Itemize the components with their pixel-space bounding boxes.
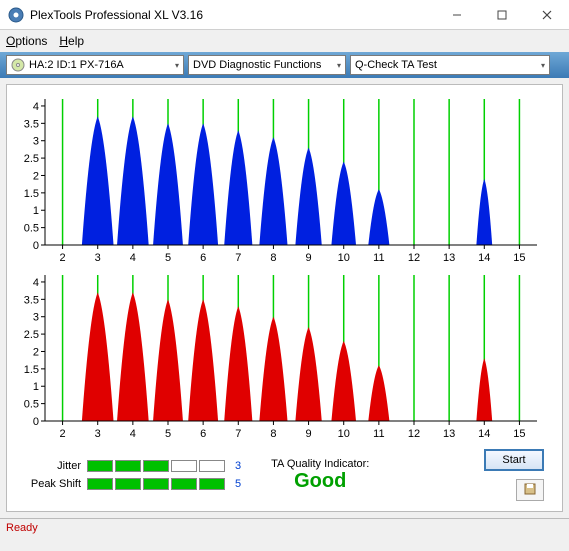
svg-text:3: 3: [95, 428, 101, 440]
svg-text:2: 2: [60, 252, 66, 264]
svg-text:6: 6: [200, 428, 206, 440]
svg-text:3: 3: [95, 252, 101, 264]
svg-text:4: 4: [33, 101, 39, 113]
minimize-button[interactable]: [434, 0, 479, 30]
meter-segment: [143, 478, 169, 490]
meter-segment: [199, 478, 225, 490]
svg-text:7: 7: [235, 428, 241, 440]
meter-segment: [199, 460, 225, 472]
quality-value: Good: [294, 470, 346, 493]
svg-text:9: 9: [306, 428, 312, 440]
meter-segment: [115, 478, 141, 490]
svg-text:0: 0: [33, 416, 39, 428]
statusbar: Ready: [0, 518, 569, 536]
svg-text:15: 15: [513, 428, 525, 440]
peak-label: Peak Shift: [25, 478, 81, 490]
maximize-button[interactable]: [479, 0, 524, 30]
window-title: PlexTools Professional XL V3.16: [30, 8, 434, 22]
svg-text:3.5: 3.5: [24, 118, 39, 130]
svg-text:0.5: 0.5: [24, 399, 39, 411]
svg-text:1: 1: [33, 381, 39, 393]
svg-text:14: 14: [478, 252, 490, 264]
svg-text:13: 13: [443, 428, 455, 440]
jitter-label: Jitter: [25, 460, 81, 472]
svg-text:2: 2: [33, 346, 39, 358]
svg-text:4: 4: [130, 252, 136, 264]
svg-text:1.5: 1.5: [24, 188, 39, 200]
function-select-label: DVD Diagnostic Functions: [193, 59, 321, 71]
svg-text:12: 12: [408, 252, 420, 264]
menu-help[interactable]: HHelpelp: [59, 34, 84, 48]
function-select[interactable]: DVD Diagnostic Functions ▾: [188, 55, 346, 75]
jitter-meter: [87, 460, 225, 472]
menu-options[interactable]: OOptionsptions: [6, 34, 47, 48]
svg-text:13: 13: [443, 252, 455, 264]
svg-text:3: 3: [33, 312, 39, 324]
app-icon: [8, 7, 24, 23]
meter-segment: [87, 460, 113, 472]
start-button[interactable]: Start: [484, 449, 544, 471]
svg-text:1.5: 1.5: [24, 364, 39, 376]
bottom-chart: 0 0.5 1 1.5 2 2.5 3 3.5 4 2 3 4 5 6 7 8 9 10 11 12 13 14 15: [15, 269, 554, 441]
svg-text:2.5: 2.5: [24, 153, 39, 165]
drive-select-label: HA:2 ID:1 PX-716A: [29, 59, 124, 71]
close-button[interactable]: [524, 0, 569, 30]
svg-text:7: 7: [235, 252, 241, 264]
svg-text:4: 4: [33, 277, 39, 289]
button-section: Start: [484, 449, 544, 501]
svg-text:0: 0: [33, 240, 39, 252]
svg-text:5: 5: [165, 428, 171, 440]
svg-text:14: 14: [478, 428, 490, 440]
chevron-down-icon: ▾: [541, 61, 545, 70]
svg-text:5: 5: [165, 252, 171, 264]
svg-text:10: 10: [338, 252, 350, 264]
menubar: OOptionsptions HHelpelp: [0, 30, 569, 52]
jitter-row: Jitter 3: [25, 460, 241, 472]
titlebar: PlexTools Professional XL V3.16: [0, 0, 569, 30]
svg-text:3: 3: [33, 136, 39, 148]
quality-label: TA Quality Indicator:: [271, 458, 369, 470]
peak-meter: [87, 478, 225, 490]
meter-segment: [115, 460, 141, 472]
disc-icon: [11, 58, 25, 72]
bottom-panel: Jitter 3 Peak Shift 5 TA Quality Indicat…: [15, 445, 554, 509]
meter-segment: [171, 478, 197, 490]
svg-text:9: 9: [306, 252, 312, 264]
svg-text:2: 2: [60, 428, 66, 440]
jitter-value: 3: [235, 460, 241, 472]
svg-text:15: 15: [513, 252, 525, 264]
quality-section: TA Quality Indicator: Good: [271, 458, 369, 493]
status-text: Ready: [6, 522, 38, 534]
svg-text:6: 6: [200, 252, 206, 264]
peak-row: Peak Shift 5: [25, 478, 241, 490]
svg-text:3.5: 3.5: [24, 294, 39, 306]
chevron-down-icon: ▾: [337, 61, 341, 70]
svg-text:0.5: 0.5: [24, 223, 39, 235]
save-button[interactable]: [516, 479, 544, 501]
svg-text:10: 10: [338, 428, 350, 440]
svg-text:11: 11: [373, 428, 384, 440]
drive-select[interactable]: HA:2 ID:1 PX-716A ▾: [6, 55, 184, 75]
svg-text:1: 1: [33, 205, 39, 217]
svg-text:8: 8: [270, 428, 276, 440]
chart-area: 00.511.522.533.5423456789101112131415 00…: [6, 84, 563, 512]
window-controls: [434, 0, 569, 30]
meter-segment: [171, 460, 197, 472]
svg-text:4: 4: [130, 428, 136, 440]
peak-value: 5: [235, 478, 241, 490]
meter-segment: [143, 460, 169, 472]
test-select[interactable]: Q-Check TA Test ▾: [350, 55, 550, 75]
save-icon: [523, 482, 537, 499]
meter-section: Jitter 3 Peak Shift 5: [25, 460, 241, 490]
svg-text:2.5: 2.5: [24, 329, 39, 341]
chevron-down-icon: ▾: [175, 61, 179, 70]
svg-text:12: 12: [408, 428, 420, 440]
meter-segment: [87, 478, 113, 490]
svg-text:11: 11: [373, 252, 384, 264]
svg-text:2: 2: [33, 170, 39, 182]
top-chart: 0 0.5 1 1.5 2 2.5 3 3.5 4 2 3 4 5 6 7 8 9 10 11 12 13 14 15: [15, 93, 554, 265]
svg-text:8: 8: [270, 252, 276, 264]
toolbar: HA:2 ID:1 PX-716A ▾ DVD Diagnostic Funct…: [0, 52, 569, 78]
test-select-label: Q-Check TA Test: [355, 59, 437, 71]
